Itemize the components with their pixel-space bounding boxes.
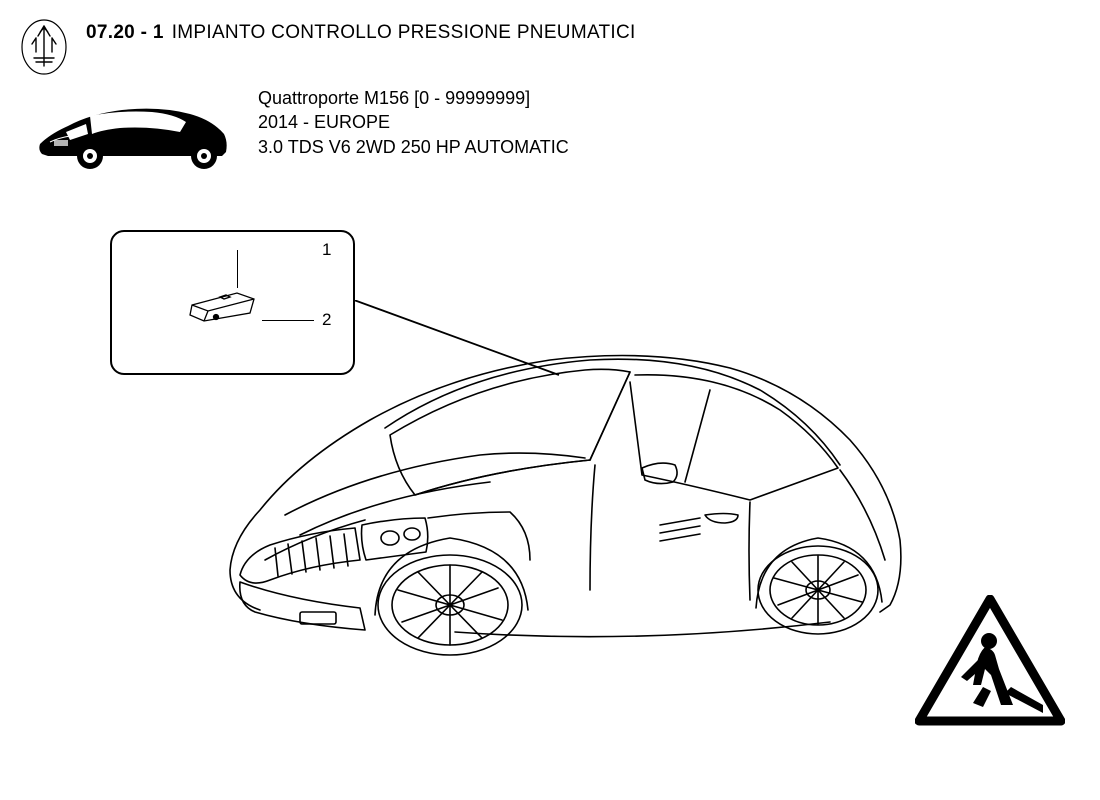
vehicle-engine-spec: 3.0 TDS V6 2WD 250 HP AUTOMATIC [258,135,569,159]
vehicle-model-line: Quattroporte M156 [0 - 99999999] [258,86,569,110]
section-code: 07.20 - 1 [86,22,164,44]
under-construction-icon [915,595,1065,730]
brand-logo-icon [20,18,68,76]
page-header: 07.20 - 1 IMPIANTO CONTROLLO PRESSIONE P… [0,0,1100,76]
vehicle-info-block: Quattroporte M156 [0 - 99999999] 2014 - … [258,84,569,159]
callout-leader-line [237,250,238,288]
maserati-trident-icon [20,18,68,76]
parts-diagram: 1 2 [0,200,1100,760]
callout-pointer-line [354,300,564,380]
vehicle-thumbnail-icon [30,84,230,179]
tpms-module-icon [182,287,262,322]
callout-leader-line [262,320,314,321]
callout-number-2: 2 [322,310,331,330]
subheader: Quattroporte M156 [0 - 99999999] 2014 - … [0,76,1100,179]
callout-number-1: 1 [322,240,331,260]
part-callout-box: 1 2 [110,230,355,375]
section-title: IMPIANTO CONTROLLO PRESSIONE PNEUMATICI [172,22,636,44]
vehicle-year-market: 2014 - EUROPE [258,110,569,134]
title-block: 07.20 - 1 IMPIANTO CONTROLLO PRESSIONE P… [86,18,1080,44]
section-title-row: 07.20 - 1 IMPIANTO CONTROLLO PRESSIONE P… [86,22,1080,44]
